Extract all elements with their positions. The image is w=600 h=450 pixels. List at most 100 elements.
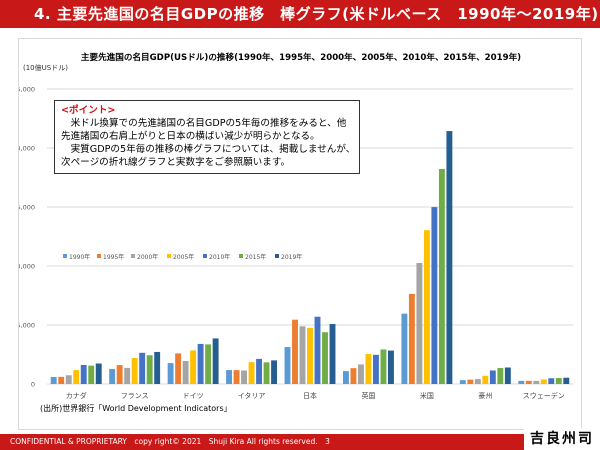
bar	[387, 350, 394, 384]
bar	[357, 364, 364, 384]
bar	[314, 316, 321, 384]
bar	[197, 343, 204, 384]
bar	[292, 319, 298, 384]
bar	[342, 371, 349, 384]
author-logo: 吉良州司	[524, 428, 600, 450]
y-tick-label: 10,000	[19, 263, 35, 271]
x-category-label: イタリア	[238, 391, 266, 400]
bar	[73, 370, 80, 384]
bar	[482, 375, 489, 384]
bar	[401, 313, 408, 384]
bar	[329, 324, 336, 384]
x-category-label: 日本	[303, 391, 317, 400]
bar	[563, 377, 570, 384]
legend-label: 1990年	[69, 253, 90, 261]
bar	[307, 327, 313, 384]
callout-heading: <ポイント>	[61, 105, 116, 116]
legend-label: 1995年	[103, 253, 124, 261]
bar	[65, 375, 72, 384]
bar	[548, 378, 555, 384]
legend-label: 2015年	[245, 253, 266, 261]
bar	[525, 380, 532, 384]
bar	[88, 365, 95, 384]
page-title: 4. 主要先進国の名目GDPの推移 棒グラフ(米ドルベース 1990年～2019…	[0, 0, 600, 28]
bar	[540, 379, 547, 384]
bar	[190, 350, 197, 384]
bar	[322, 332, 328, 384]
legend-swatch	[239, 254, 243, 258]
bar	[167, 363, 174, 384]
bar	[416, 263, 423, 384]
source-note: (出所)世界銀行「World Development Indicators」	[40, 404, 232, 413]
bar	[299, 326, 306, 384]
legend-label: 2000年	[137, 253, 158, 261]
x-category-label: フランス	[121, 392, 149, 400]
y-tick-label: 5,000	[19, 322, 35, 330]
bar	[248, 362, 255, 384]
bar	[350, 368, 357, 384]
bar	[263, 362, 270, 384]
x-category-label: 英国	[361, 391, 375, 400]
legend-label: 2005年	[173, 253, 194, 261]
x-category-label: 米国	[420, 391, 434, 400]
bar	[518, 380, 525, 384]
bar	[372, 354, 379, 384]
bar	[408, 293, 415, 384]
bar	[124, 367, 131, 384]
bar	[154, 351, 161, 384]
footer-copyright: CONFIDENTIAL & PROPRIETARY copy right© 2…	[0, 434, 600, 450]
bar	[58, 376, 65, 384]
bar	[205, 344, 212, 384]
legend-swatch	[275, 254, 279, 258]
bar	[474, 379, 481, 384]
x-category-label: ドイツ	[183, 392, 204, 400]
legend-swatch	[97, 254, 101, 258]
x-category-label: カナダ	[66, 391, 87, 400]
callout-line-3: 実質GDPの5年毎の推移の棒グラフについては、掲載しませんが、	[61, 144, 356, 155]
bar	[446, 131, 453, 384]
bar	[256, 358, 263, 384]
y-tick-label: 25,000	[19, 86, 35, 94]
bar	[380, 349, 387, 384]
legend-swatch	[63, 254, 67, 258]
bar	[365, 353, 372, 384]
legend-swatch	[131, 254, 135, 258]
bar	[212, 338, 219, 384]
callout-line-2: 先進諸国の右肩上がりと日本の横ばい減少が明らかとなる。	[61, 131, 320, 142]
y-tick-label: 20,000	[19, 145, 35, 153]
bar	[467, 379, 474, 384]
bar	[438, 168, 445, 384]
bar	[146, 355, 153, 384]
y-tick-label: 0	[31, 381, 35, 389]
bar	[109, 369, 116, 384]
callout-line-1: 米ドル換算での先進諸国の名目GDPの5年毎の推移をみると、他	[61, 118, 347, 129]
y-tick-label: 15,000	[19, 204, 35, 212]
legend-swatch	[167, 254, 171, 258]
bar	[139, 352, 146, 384]
chart-title: 主要先進国の名目GDP(USドル)の推移(1990年、1995年、2000年、2…	[81, 51, 521, 63]
callout-line-4: 次ページの折れ線グラフと実数字をご参照願います。	[61, 157, 291, 168]
y-unit-label: (10億USドル)	[23, 63, 68, 72]
legend-label: 2019年	[281, 253, 302, 261]
legend-swatch	[203, 254, 207, 258]
bar	[80, 364, 87, 384]
point-callout: <ポイント> 米ドル換算での先進諸国の名目GDPの5年毎の推移をみると、他 先進…	[54, 100, 360, 174]
bar	[459, 380, 466, 384]
x-category-label: スウェーデン	[523, 391, 565, 400]
chart-area: 主要先進国の名目GDP(USドル)の推移(1990年、1995年、2000年、2…	[18, 38, 582, 430]
bar	[271, 360, 278, 384]
bar	[284, 347, 291, 384]
bar	[504, 367, 511, 384]
bar-chart: 主要先進国の名目GDP(USドル)の推移(1990年、1995年、2000年、2…	[19, 51, 573, 400]
bar	[241, 370, 248, 384]
bar	[233, 370, 240, 384]
legend-label: 2010年	[209, 253, 230, 261]
bar	[497, 368, 504, 384]
bar	[131, 358, 138, 384]
bar	[116, 365, 123, 384]
bar	[175, 353, 182, 384]
bar	[555, 378, 562, 384]
bar	[489, 370, 496, 384]
x-category-label: 豪州	[478, 391, 492, 400]
bar	[226, 370, 233, 384]
